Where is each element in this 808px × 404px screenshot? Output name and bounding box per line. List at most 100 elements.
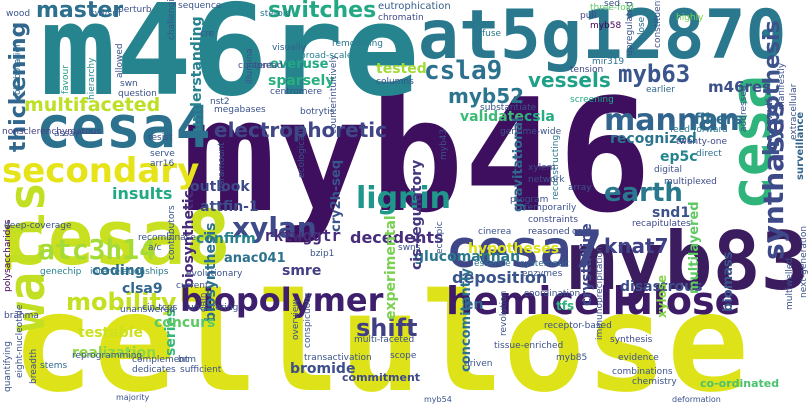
- word-cloud-word: clsa9: [122, 281, 163, 297]
- word-cloud-word: a/c: [148, 243, 162, 253]
- word-cloud-word: network: [528, 175, 565, 185]
- word-cloud-word: coordination: [524, 289, 581, 299]
- word-cloud-word: m46re: [40, 0, 420, 124]
- word-cloud-word: csla9: [424, 56, 503, 86]
- word-cloud-word: serve: [150, 149, 175, 159]
- word-cloud-word: arr16: [150, 159, 175, 169]
- word-cloud-word: myb46: [182, 65, 652, 247]
- word-cloud-word: master: [36, 0, 124, 23]
- word-cloud-word: unanswered: [120, 305, 175, 315]
- word-cloud-word: myb83: [568, 215, 808, 308]
- word-cloud-word: sufficient: [180, 365, 222, 375]
- word-cloud-word: realization: [72, 345, 157, 361]
- word-cloud-word: commitment: [342, 371, 421, 384]
- word-cloud-word: multi-faceted: [354, 335, 415, 345]
- word-cloud-word: xylan: [232, 211, 317, 244]
- word-cloud-word: rktwggtr: [264, 226, 342, 245]
- word-cloud-word: recapitulates: [632, 219, 691, 229]
- word-cloud-word: m46res: [708, 78, 772, 96]
- word-cloud-word: attfin-1: [200, 199, 259, 215]
- word-cloud-word: chromatin: [378, 13, 424, 23]
- word-cloud-word: evidence: [618, 353, 659, 363]
- word-cloud-word: smre: [282, 263, 322, 279]
- word-cloud-word: dedicates: [132, 365, 176, 375]
- word-cloud-word: swns: [398, 243, 421, 253]
- word-cloud-word: switches: [268, 0, 377, 23]
- word-cloud-word: myb85: [556, 353, 588, 363]
- word-cloud-word: lignin: [356, 181, 452, 216]
- word-cloud-word: at5g12870: [418, 0, 787, 75]
- word-cloud-word: secondary: [2, 151, 200, 191]
- word-cloud-word: program: [510, 195, 549, 205]
- word-cloud-word: ecologically: [297, 124, 307, 178]
- word-cloud-word: tension: [570, 65, 604, 75]
- word-cloud-word: outlook: [190, 179, 250, 195]
- word-cloud-word: disastrous: [620, 279, 703, 295]
- word-cloud-word: shift: [356, 314, 418, 342]
- word-cloud-word: chemistry: [632, 377, 677, 387]
- word-cloud-word: quantifying: [3, 341, 13, 392]
- word-cloud-word: brahma: [4, 311, 39, 321]
- word-cloud-word: concurs: [154, 315, 216, 331]
- word-cloud-word: earth: [604, 178, 683, 208]
- word-cloud-word: stems: [40, 361, 68, 371]
- word-cloud-word: complement: [132, 355, 189, 365]
- word-cloud-word: screening: [570, 95, 614, 105]
- word-cloud-word: challenging: [167, 0, 177, 40]
- word-cloud-word: temporarily: [524, 203, 577, 213]
- word-cloud-word: assay: [54, 129, 80, 139]
- word-cloud-word: allowed: [115, 43, 125, 78]
- word-cloud-word: xylose: [655, 274, 669, 318]
- word-cloud-word: coding: [92, 263, 145, 279]
- word-cloud-word: myb58: [590, 21, 622, 31]
- word-cloud-word: uncovering: [188, 303, 239, 313]
- word-cloud-word: cesa8: [2, 193, 231, 282]
- word-cloud-word: extracellular: [789, 83, 799, 140]
- word-cloud-word: current: [176, 281, 209, 291]
- word-cloud-word: counterintuitively: [329, 54, 339, 134]
- word-cloud-word: cost: [572, 227, 591, 237]
- word-cloud-word: spread: [252, 61, 283, 71]
- word-cloud-word: experimental: [383, 215, 399, 320]
- word-cloud-word: paramount: [217, 142, 227, 192]
- word-cloud-word: reasoned: [528, 227, 570, 237]
- word-cloud-word: remodeling: [332, 39, 383, 49]
- word-cloud-word: earlier: [646, 85, 675, 95]
- word-cloud-word: multiwelled: [785, 257, 795, 310]
- word-cloud-word: concomitantly: [459, 268, 474, 372]
- word-cloud-word: validate: [460, 109, 524, 125]
- word-cloud-word: decedents: [350, 228, 444, 247]
- word-cloud-word: twenty-one: [676, 137, 727, 147]
- word-cloud-word: cellulose: [12, 265, 749, 404]
- word-cloud-word: cesa7: [446, 220, 603, 280]
- word-cloud-word: co-ordinated: [700, 377, 780, 390]
- word-cloud-word: sparsely: [268, 73, 335, 89]
- word-cloud-word: brm: [178, 355, 197, 365]
- word-cloud-word: scope: [390, 351, 417, 361]
- word-cloud-word: cis-regulatory: [409, 159, 425, 270]
- word-cloud-word: ep5c: [660, 149, 698, 165]
- word-cloud-word: confirm: [196, 231, 256, 247]
- word-cloud-word: constituent: [653, 0, 663, 48]
- word-cloud-word: substantiate: [480, 103, 537, 113]
- word-cloud-word: mannan: [604, 103, 740, 138]
- word-cloud-word: hypotheses: [468, 241, 560, 257]
- word-cloud-word: transactivation: [304, 353, 372, 363]
- word-cloud-word: glucomannan: [414, 249, 521, 265]
- word-cloud-word: enzymes: [522, 269, 563, 279]
- word-cloud-word: broad-scale: [300, 51, 353, 61]
- word-cloud-word: overview: [291, 299, 301, 340]
- word-cloud-word: resist: [148, 133, 173, 143]
- word-cloud-word: tissue-enriched: [494, 341, 564, 351]
- word-cloud-word: atc3h14: [38, 233, 157, 266]
- word-cloud-word: biomass: [721, 251, 736, 313]
- word-cloud-word: cre: [200, 29, 214, 39]
- word-cloud-word: recombinase: [138, 233, 196, 243]
- word-cloud-word: pull: [580, 11, 597, 21]
- word-cloud-word: biopolymer: [180, 281, 384, 319]
- word-cloud-word: botrytis: [300, 107, 335, 117]
- word-cloud-word: cinerea: [478, 227, 512, 237]
- word-cloud-word: array: [568, 183, 592, 193]
- word-cloud-word: vnd6: [765, 97, 775, 120]
